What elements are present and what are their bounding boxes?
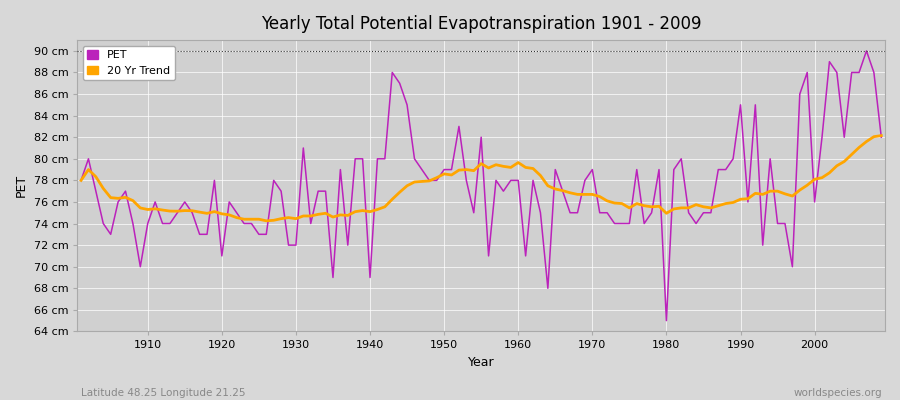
Y-axis label: PET: PET [15, 174, 28, 197]
Text: Latitude 48.25 Longitude 21.25: Latitude 48.25 Longitude 21.25 [81, 388, 246, 398]
X-axis label: Year: Year [468, 356, 494, 369]
Text: worldspecies.org: worldspecies.org [794, 388, 882, 398]
Legend: PET, 20 Yr Trend: PET, 20 Yr Trend [83, 46, 175, 80]
Title: Yearly Total Potential Evapotranspiration 1901 - 2009: Yearly Total Potential Evapotranspiratio… [261, 15, 701, 33]
